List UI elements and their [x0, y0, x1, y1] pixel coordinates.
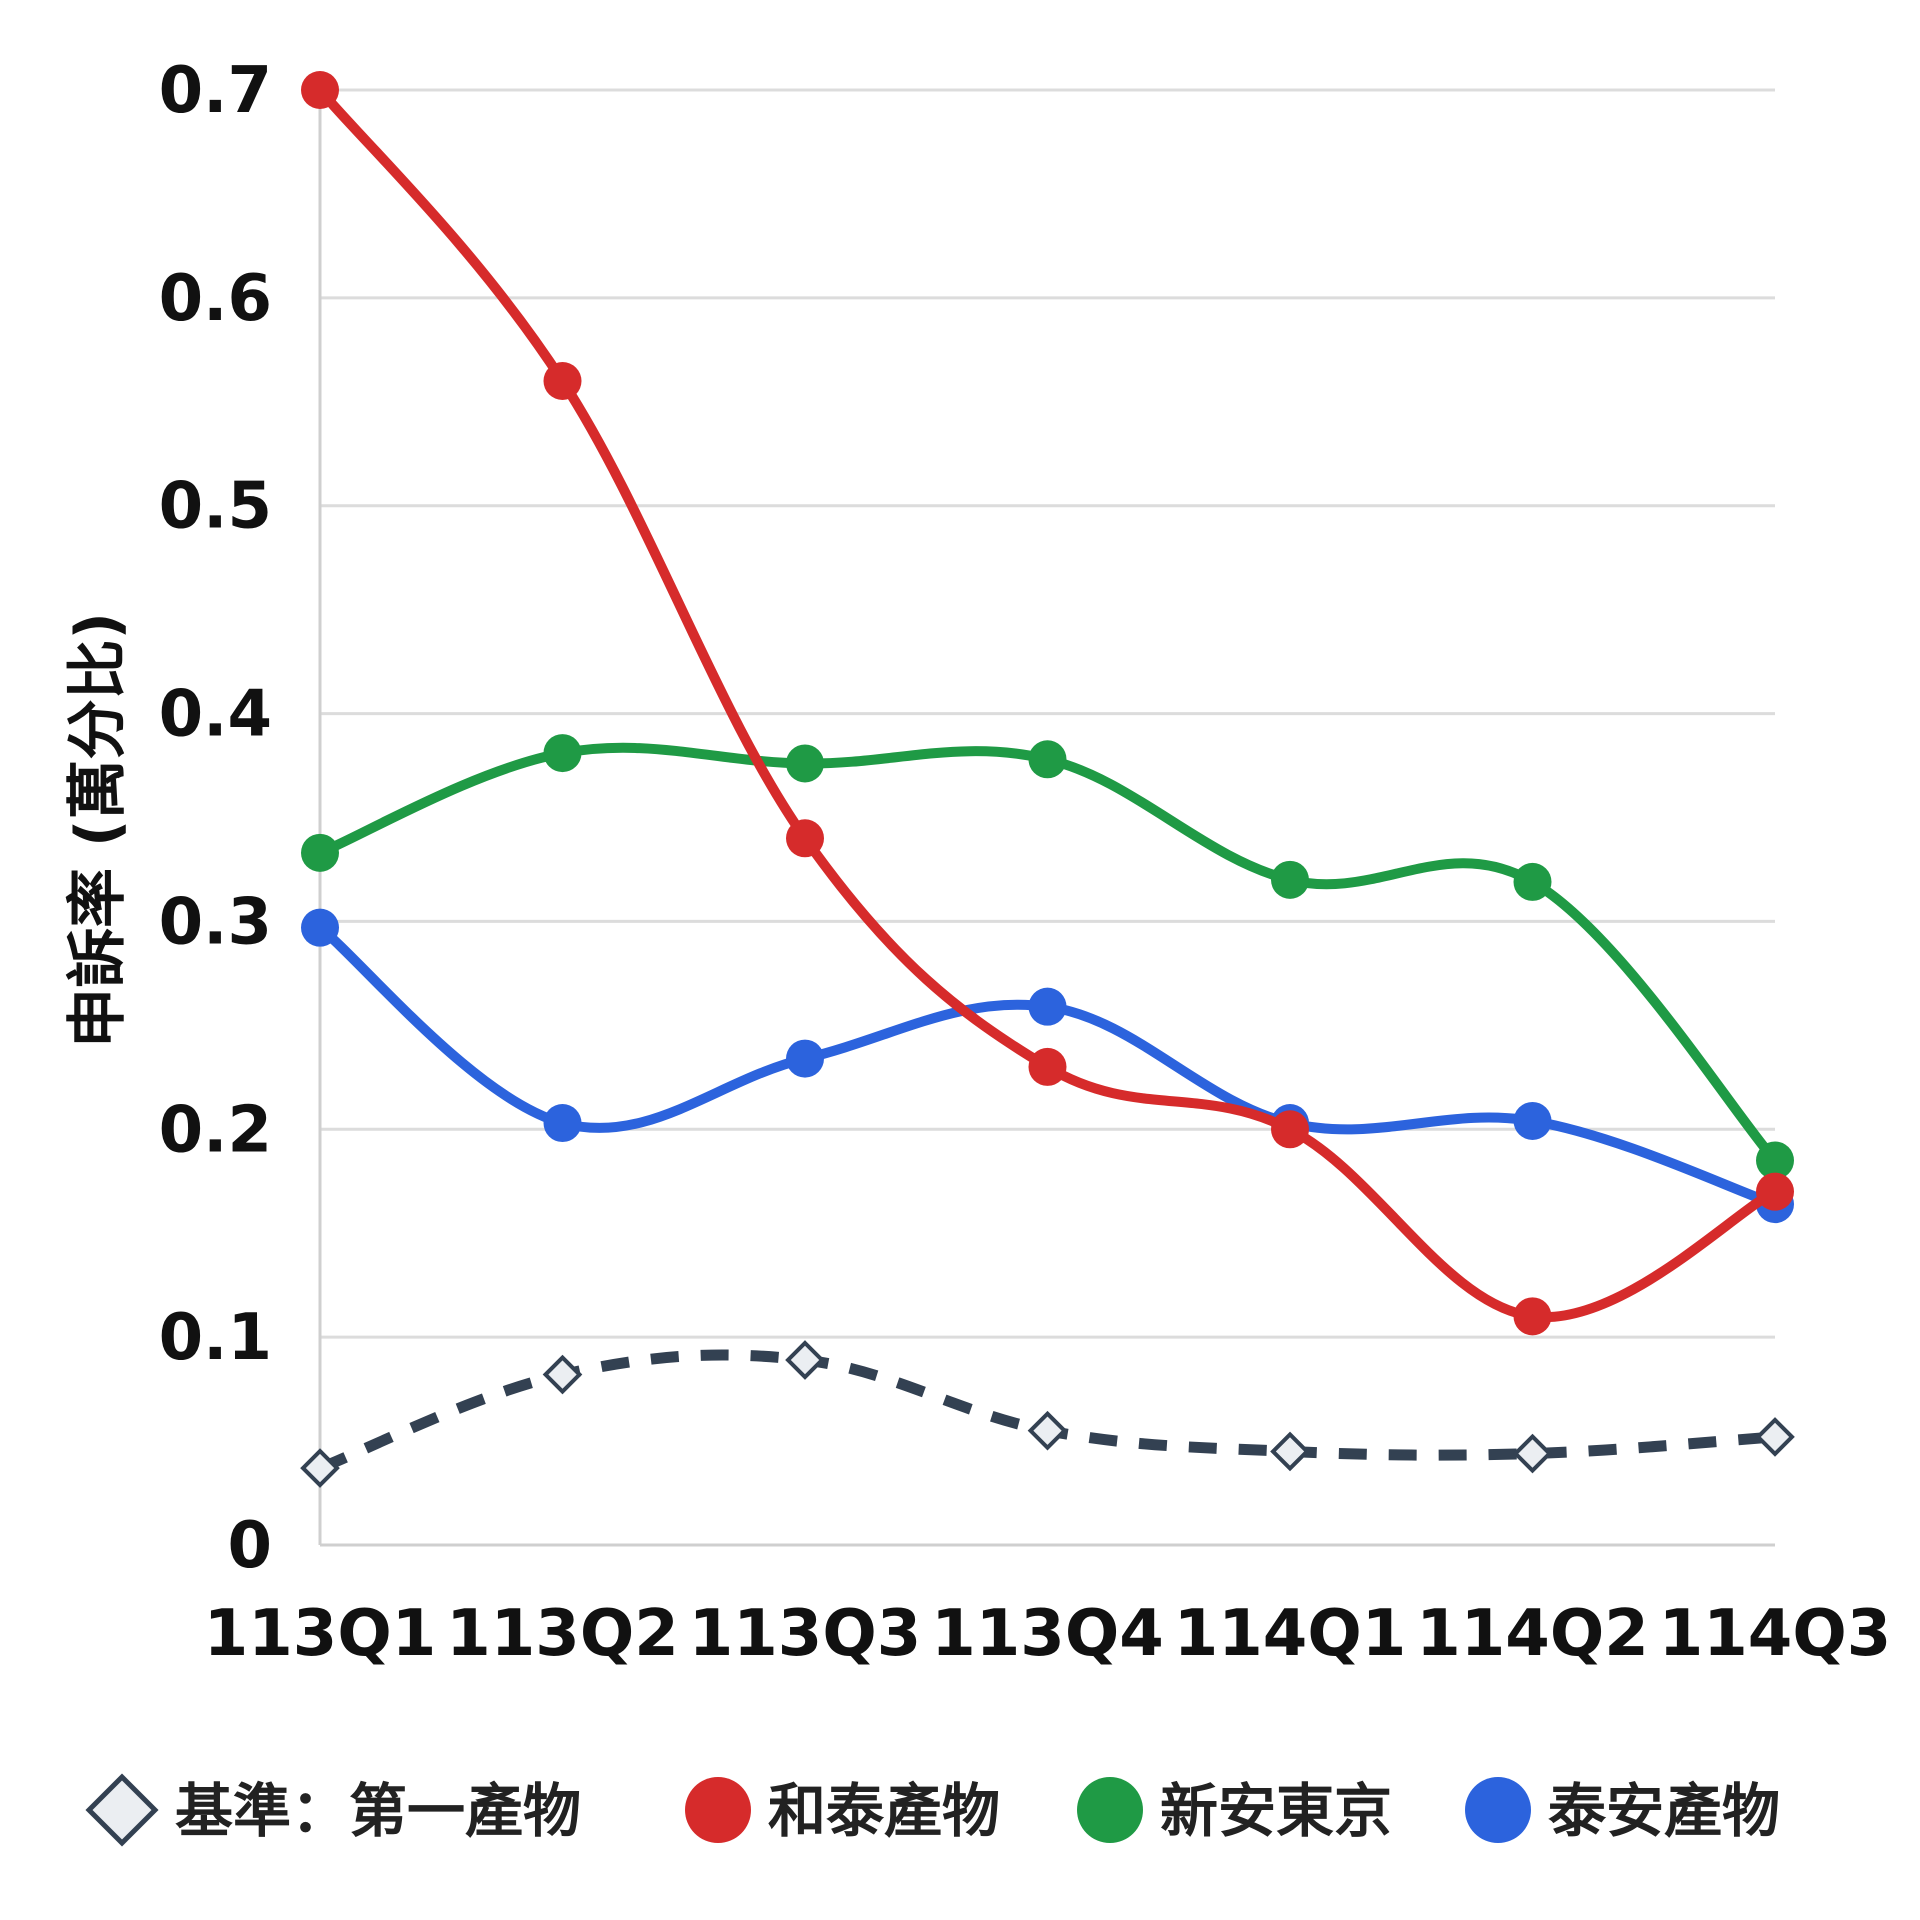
data-point-diamond	[1755, 1417, 1795, 1457]
y-tick-label: 0	[227, 1509, 272, 1583]
x-tick-label: 113Q1	[204, 1597, 437, 1671]
data-point	[1756, 1141, 1794, 1180]
grid-layer	[320, 88, 1775, 1339]
legend-item: 基準：第一產物	[85, 1773, 581, 1847]
x-tick-label: 113Q2	[446, 1597, 679, 1671]
y-tick-label: 0.3	[159, 885, 272, 959]
data-point-diamond	[300, 1448, 340, 1488]
data-point-diamond	[542, 1354, 583, 1395]
data-point-diamond	[785, 1340, 825, 1380]
data-point	[1271, 1110, 1309, 1149]
data-point	[786, 1039, 824, 1078]
legend: 基準：第一產物 和泰產物 新安東京 泰安產物	[85, 1773, 1780, 1847]
y-tick-label: 0.5	[159, 470, 272, 544]
legend-marker	[1465, 1777, 1531, 1843]
data-point	[1271, 860, 1309, 899]
data-point	[1513, 1101, 1552, 1140]
legend-marker	[685, 1777, 751, 1843]
data-point	[1028, 1047, 1067, 1086]
y-tick-label: 0.4	[159, 678, 272, 752]
series-layer	[300, 71, 1795, 1488]
x-tick-label: 113Q4	[931, 1597, 1164, 1671]
y-tick-label: 0.1	[159, 1301, 272, 1375]
legend-item: 泰安產物	[1465, 1777, 1780, 1845]
series-3	[300, 1340, 1795, 1488]
legend-label: 新安東京	[1160, 1777, 1392, 1845]
data-point	[1756, 1172, 1794, 1211]
data-point	[301, 71, 339, 109]
legend-marker-diamond	[85, 1773, 159, 1847]
x-tick-label: 113Q3	[689, 1597, 922, 1671]
legend-item: 和泰產物	[685, 1777, 1000, 1845]
data-point	[543, 734, 582, 773]
y-axis-title: 申訴率 (萬分比)	[63, 612, 133, 1048]
x-tick-labels: 113Q1 113Q2 113Q3 113Q4 114Q1 114Q2 114Q3	[204, 1597, 1892, 1671]
y-tick-label: 0.7	[159, 54, 272, 128]
data-point	[301, 833, 339, 872]
data-point	[543, 1104, 582, 1143]
legend-label: 和泰產物	[768, 1777, 1000, 1845]
data-point	[786, 744, 824, 783]
legend-label: 基準：第一產物	[175, 1777, 581, 1845]
data-point	[543, 362, 582, 400]
x-tick-label: 114Q2	[1416, 1597, 1649, 1671]
data-point	[786, 819, 824, 858]
y-tick-label: 0.2	[159, 1093, 272, 1167]
series-1	[301, 734, 1794, 1180]
data-point-diamond	[1270, 1431, 1310, 1472]
data-point	[1028, 740, 1067, 779]
legend-item: 新安東京	[1077, 1777, 1392, 1845]
data-point	[1513, 1297, 1552, 1336]
y-tick-labels: 0 0.1 0.2 0.3 0.4 0.5 0.6 0.7	[159, 54, 272, 1583]
y-tick-label: 0.6	[159, 262, 272, 336]
series-0	[301, 71, 1794, 1336]
data-point	[1513, 862, 1552, 901]
data-point	[1028, 987, 1067, 1026]
legend-marker	[1077, 1777, 1143, 1843]
data-point-diamond	[1512, 1433, 1553, 1474]
series-line	[318, 742, 1779, 1164]
legend-label: 泰安產物	[1548, 1777, 1780, 1845]
axis-layer	[318, 80, 1775, 1547]
x-tick-label: 114Q1	[1174, 1597, 1407, 1671]
data-point	[301, 908, 339, 947]
data-point-diamond	[1027, 1410, 1068, 1451]
series-line	[316, 86, 1778, 1323]
x-tick-label: 114Q3	[1659, 1597, 1892, 1671]
